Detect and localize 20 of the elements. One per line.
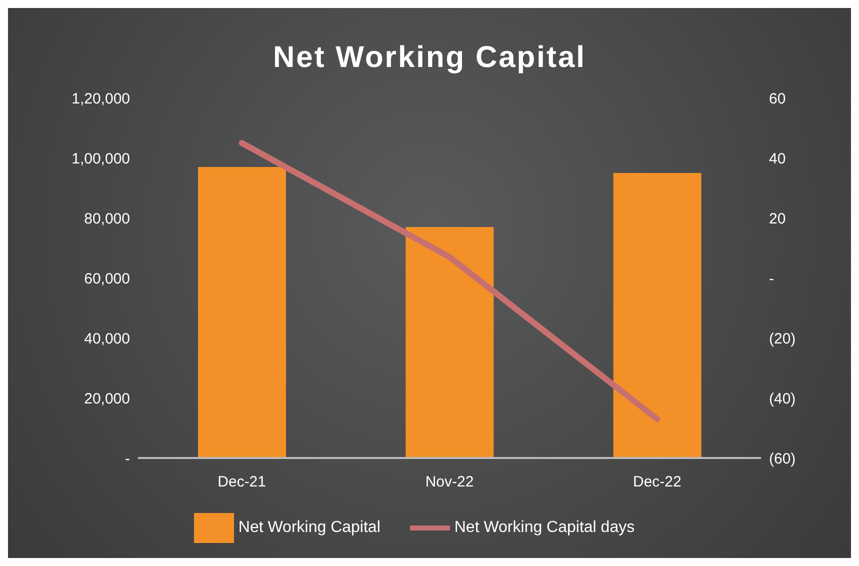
y2-tick-label: (40) [769,390,796,408]
y-tick-label: 40,000 [84,330,130,348]
x-tick-label: Nov-22 [425,474,474,491]
y-tick-label: 1,00,000 [72,150,130,168]
y-tick-label: 1,20,000 [72,90,130,108]
y-tick-label: 20,000 [84,390,130,408]
y-tick-label: 60,000 [84,270,130,288]
y2-tick-label: - [769,270,774,288]
legend-label: Net Working Capital days [454,519,635,536]
y2-tick-label: (60) [769,450,796,468]
y2-tick-label: 20 [769,210,786,228]
y-tick-label: 80,000 [84,210,130,228]
y2-tick-label: 60 [769,90,786,108]
x-tick-label: Dec-22 [632,474,682,491]
x-tick-label: Dec-21 [218,474,266,491]
y2-tick-label: 40 [769,150,786,168]
chart-title: Net Working Capital [272,40,587,76]
legend-label: Net Working Capital [238,519,380,536]
y-tick-label: - [125,450,130,468]
y2-tick-label: (20) [769,330,796,348]
